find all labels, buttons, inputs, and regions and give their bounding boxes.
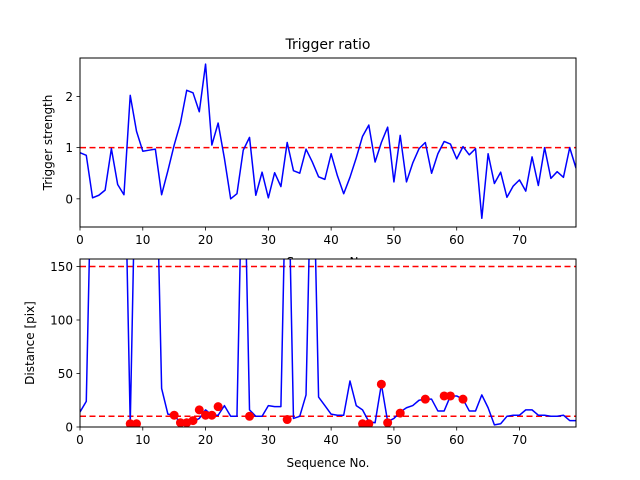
x-tick-label: 60 [449, 433, 464, 447]
x-tick-label: 0 [76, 233, 84, 247]
data-point [245, 411, 255, 421]
y-tick-label: 2 [65, 90, 73, 104]
x-tick-label: 50 [386, 233, 401, 247]
x-tick-label: 30 [261, 433, 276, 447]
data-point [445, 391, 455, 401]
x-tick-label: 40 [323, 233, 338, 247]
data-point [383, 418, 393, 427]
data-point [175, 418, 185, 427]
x-tick-label: 20 [198, 233, 213, 247]
x-tick-label: 40 [323, 433, 338, 447]
data-point [188, 416, 198, 426]
y-tick-label: 0 [65, 421, 73, 435]
x-tick-label: 50 [386, 433, 401, 447]
x-tick-label: 0 [76, 433, 84, 447]
data-point [282, 415, 292, 425]
y-axis-label: Trigger strength [41, 95, 55, 192]
x-tick-label: 30 [261, 233, 276, 247]
data-point [395, 408, 405, 418]
data-point [458, 394, 468, 404]
distance-axes: Sequence No. Distance [pix] 0 10 20 30 40 50 6… [23, 258, 577, 470]
data-point [213, 402, 223, 412]
data-point [439, 391, 449, 401]
x-tick-label: 70 [512, 433, 527, 447]
data-point [207, 410, 217, 420]
x-axis-label: Sequence No. [287, 456, 370, 470]
data-point [376, 379, 386, 389]
trigger-ratio-axes: Trigger ratio Sequence No. Trigger stren… [41, 37, 577, 269]
y-tick-label: 100 [50, 313, 73, 327]
series-line [80, 63, 576, 220]
data-point [420, 394, 430, 404]
x-tick-label: 10 [135, 433, 150, 447]
axes-frame [79, 258, 577, 428]
y-tick-label: 0 [65, 192, 73, 206]
plot-area [80, 63, 576, 220]
x-tick-label: 70 [512, 233, 527, 247]
x-tick-label: 20 [198, 433, 213, 447]
x-tick-label: 60 [449, 233, 464, 247]
y-tick-label: 50 [58, 367, 73, 381]
y-tick-label: 1 [65, 141, 73, 155]
axes-frame [79, 57, 577, 228]
data-point [169, 410, 179, 420]
y-tick-label: 150 [50, 260, 73, 274]
y-axis-label: Distance [pix] [23, 301, 37, 385]
data-point [194, 405, 204, 415]
data-point [364, 419, 374, 427]
plot-background [80, 259, 576, 427]
plot-area [80, 259, 576, 427]
series-line [80, 259, 576, 426]
chart-title: Trigger ratio [284, 37, 370, 53]
data-point [132, 419, 142, 427]
x-tick-label: 10 [135, 233, 150, 247]
data-point [201, 410, 211, 420]
